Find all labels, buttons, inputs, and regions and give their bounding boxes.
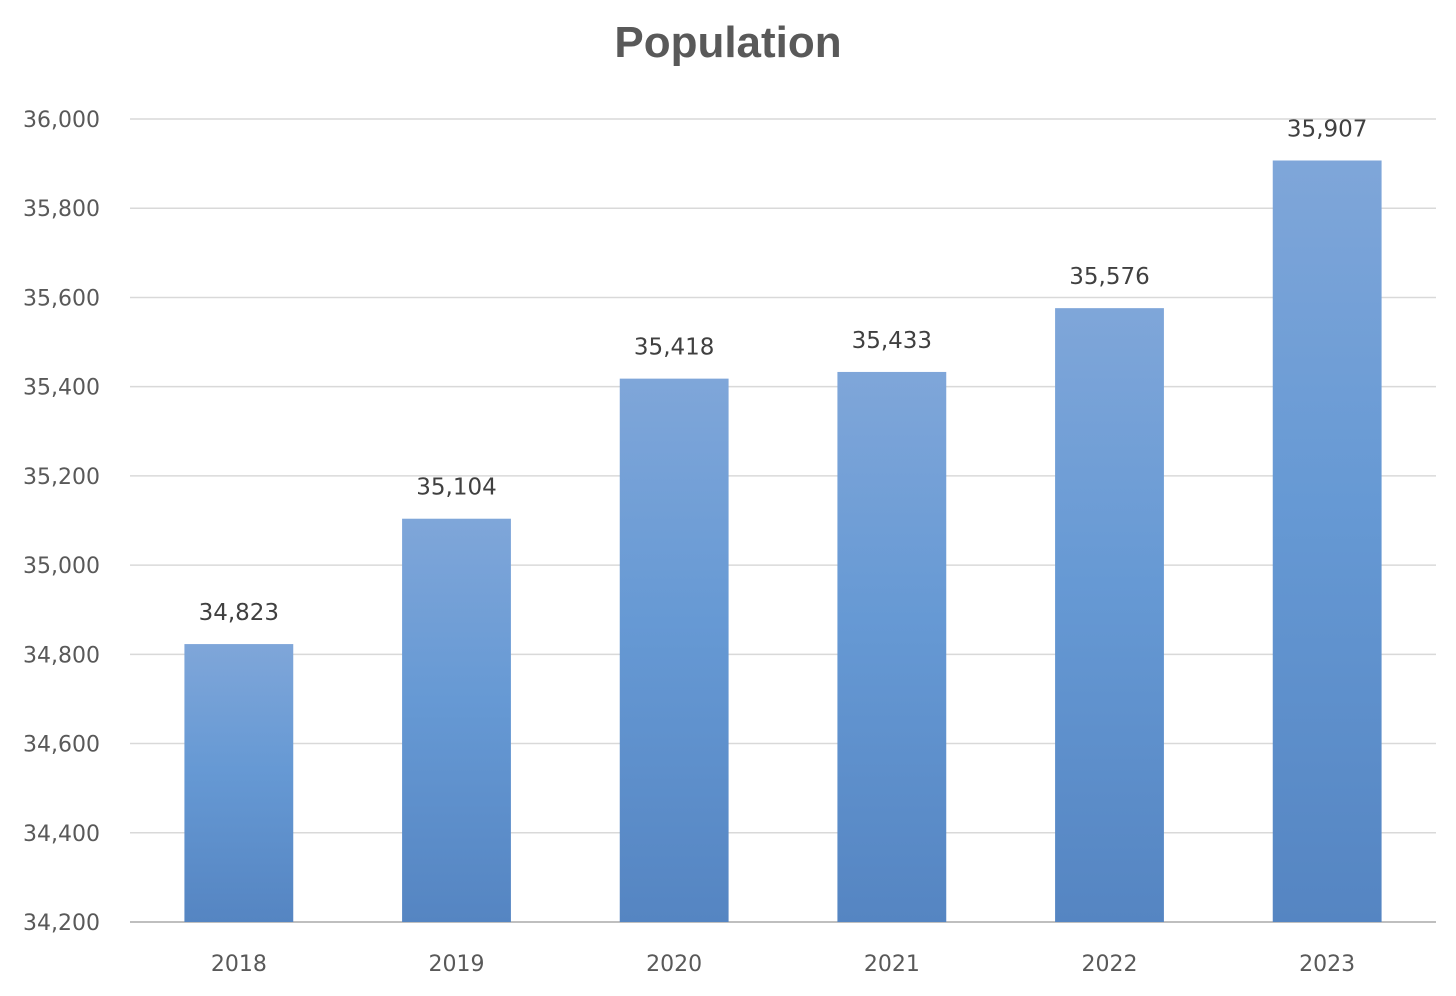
x-tick-label: 2019 [429, 952, 485, 977]
data-labels: 34,823 35,104 35,418 35,433 35,576 35,907 [199, 116, 1368, 626]
data-label-2019: 35,104 [416, 475, 496, 501]
y-tick-label: 34,600 [23, 733, 100, 758]
x-axis: 2018 2019 2020 2021 2022 2023 [211, 952, 1355, 977]
data-label-2023: 35,907 [1287, 116, 1367, 142]
bar-2022 [1055, 308, 1164, 922]
x-tick-label: 2018 [211, 952, 267, 977]
bar-2019 [402, 518, 511, 922]
x-tick-label: 2023 [1299, 952, 1355, 977]
x-tick-label: 2020 [646, 952, 702, 977]
gridlines [130, 118, 1436, 923]
bar-2023 [1272, 160, 1382, 922]
y-tick-label: 35,600 [23, 286, 100, 311]
y-tick-label: 35,800 [23, 197, 100, 222]
data-label-2020: 35,418 [634, 335, 714, 361]
y-tick-label: 34,800 [23, 643, 100, 668]
y-tick-label: 35,400 [23, 376, 100, 401]
data-label-2022: 35,576 [1069, 264, 1149, 290]
y-tick-label: 34,200 [23, 911, 100, 936]
bar-2020 [619, 378, 729, 922]
x-tick-label: 2022 [1082, 952, 1138, 977]
x-tick-label: 2021 [864, 952, 920, 977]
y-tick-label: 35,200 [23, 465, 100, 490]
data-label-2018: 34,823 [199, 600, 279, 626]
bar-2018 [184, 644, 294, 922]
y-tick-label: 35,000 [23, 554, 100, 579]
bars [184, 160, 1382, 922]
chart-title: Population [614, 18, 842, 67]
y-tick-label: 36,000 [23, 108, 100, 133]
data-label-2021: 35,433 [852, 328, 932, 354]
bar-2021 [837, 371, 947, 922]
y-tick-label: 34,400 [23, 822, 100, 847]
y-axis: 34,200 34,400 34,600 34,800 35,000 35,200 35,4… [23, 108, 100, 936]
